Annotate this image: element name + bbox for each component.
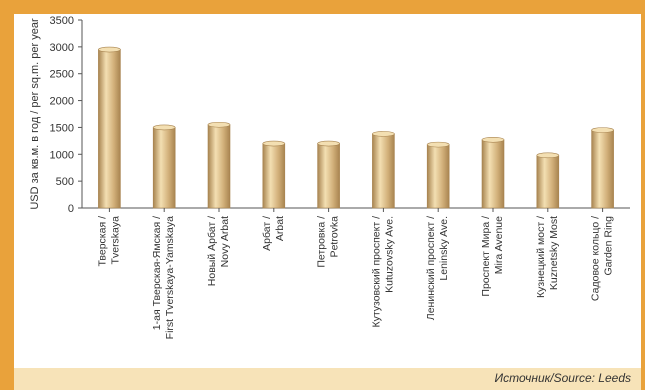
category-label-group: Петровка / Petrovka [316, 216, 341, 268]
y-tick-label: 500 [56, 176, 74, 188]
category-label: Leninsky Ave. [438, 216, 450, 281]
category-label: Ленинский проспект / [425, 216, 437, 320]
bar [317, 143, 340, 209]
y-tick-label: 3000 [50, 42, 74, 54]
y-tick-label: 3500 [50, 15, 74, 27]
bar [481, 139, 505, 209]
bar-top [481, 136, 505, 143]
category-label-group: Проспект Мира / Mira Avenue [480, 216, 505, 297]
bar [152, 127, 176, 209]
bar [536, 155, 560, 209]
category-label: Kutuzovsky Ave. [383, 216, 395, 293]
category-label: First Tverskaya-Yamskaya [164, 216, 176, 339]
category-label: Garden Ring [603, 216, 615, 276]
category-label: Тверская / [96, 216, 108, 267]
category-label-group: Кузнецкий мост / Kuznetsky Most [535, 216, 560, 298]
bar-top [207, 121, 231, 128]
bar [426, 144, 450, 209]
category-label-group: Тверская / Tverskaya [96, 216, 121, 267]
category-label-group: Кутузовский проспект / Kutuzovsky Ave. [370, 216, 395, 328]
bar [207, 124, 231, 209]
bar-top [591, 127, 614, 133]
bar-top [152, 124, 176, 131]
category-label: Садовое кольцо / [590, 216, 602, 301]
category-label-group: Садовое кольцо / Garden Ring [590, 216, 615, 301]
category-label: Novy Arbat [219, 216, 231, 267]
y-tick-label: 1500 [50, 122, 74, 134]
y-tick-label: 0 [68, 203, 74, 215]
bar-top [372, 131, 395, 137]
bar-top [536, 152, 560, 159]
bar-top [426, 141, 450, 148]
bar-chart: 0 500 1000 1500 2000 2500 3000 3500 USD за кв.м.… [29, 15, 630, 339]
category-label: Кузнецкий мост / [535, 216, 547, 298]
category-label: Проспект Мира / [480, 216, 492, 297]
category-label: Kuznetsky Most [548, 216, 560, 290]
bar [98, 49, 121, 209]
y-axis-label: USD за кв.м. в год / per sq.m. per year [29, 18, 41, 210]
category-label: Mira Avenue [493, 216, 505, 274]
y-tick-label: 1000 [50, 149, 74, 161]
bar-top [262, 140, 286, 147]
category-label-group: 1-ая Тверская-Ямская / First Tverskaya-Ya… [151, 216, 176, 339]
bar [591, 129, 614, 209]
category-label-group: Арбат / Arbat [261, 216, 286, 251]
y-tick-label: 2500 [50, 69, 74, 81]
bar [262, 143, 286, 209]
source-strip: Источник/Source: Leeds [14, 368, 641, 390]
category-label-group: Новый Арбат / Novy Arbat [206, 216, 231, 286]
category-label: Tverskaya [109, 216, 121, 265]
bar-top [98, 46, 121, 53]
category-label: Петровка / [316, 216, 328, 268]
category-label: 1-ая Тверская-Ямская / [151, 216, 163, 330]
category-label-group: Ленинский проспект / Leninsky Ave. [425, 216, 450, 320]
source-note: Источник/Source: Leeds [494, 371, 631, 385]
category-label: Новый Арбат / [206, 216, 218, 286]
y-tick-label: 2000 [50, 96, 74, 108]
category-label: Petrovka [329, 216, 341, 258]
bar-top [317, 140, 340, 147]
category-label: Arbat [274, 216, 286, 241]
bar [372, 133, 395, 209]
category-label: Кутузовский проспект / [370, 216, 382, 328]
category-label: Арбат / [261, 216, 273, 251]
